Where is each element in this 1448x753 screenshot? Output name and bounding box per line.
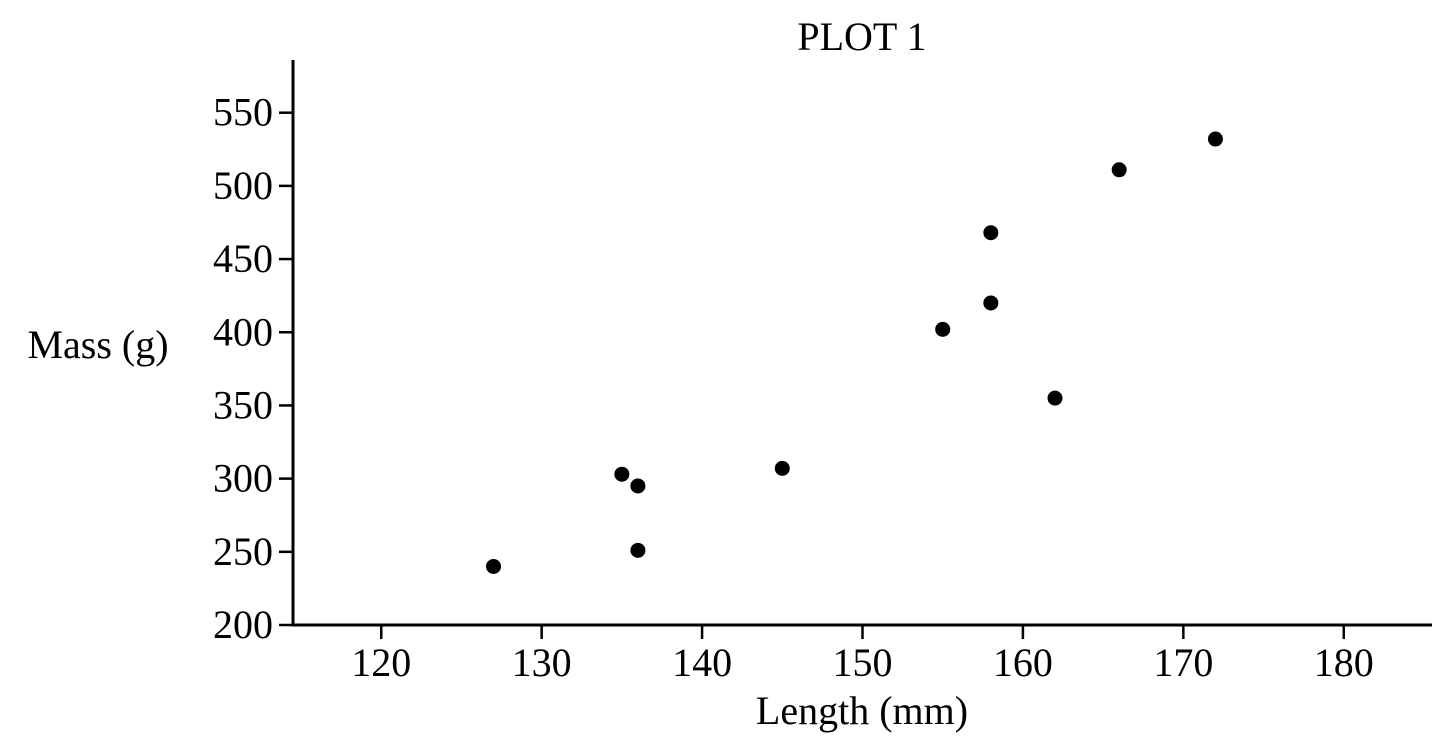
y-tick-label: 400 bbox=[213, 309, 273, 354]
y-tick-label: 200 bbox=[213, 602, 273, 647]
y-ticks: 200 250 300 350 400 450 500 550 bbox=[213, 90, 293, 647]
data-point bbox=[983, 225, 999, 241]
x-tick-label: 180 bbox=[1314, 640, 1374, 685]
chart-title: PLOT 1 bbox=[797, 14, 926, 59]
x-ticks: 120 130 140 150 160 170 180 bbox=[351, 625, 1374, 685]
y-tick-label: 300 bbox=[213, 456, 273, 501]
data-points bbox=[486, 131, 1223, 574]
x-tick-label: 150 bbox=[833, 640, 893, 685]
y-tick-label: 550 bbox=[213, 90, 273, 135]
y-tick-label: 350 bbox=[213, 382, 273, 427]
x-tick-label: 170 bbox=[1153, 640, 1213, 685]
data-point bbox=[630, 478, 646, 494]
y-tick-label: 450 bbox=[213, 236, 273, 281]
y-tick-label: 250 bbox=[213, 529, 273, 574]
data-point bbox=[486, 558, 502, 574]
data-point bbox=[630, 542, 646, 558]
data-point bbox=[983, 295, 999, 311]
data-point bbox=[774, 460, 790, 476]
data-point bbox=[614, 466, 630, 482]
data-point bbox=[935, 321, 951, 337]
data-point bbox=[1047, 390, 1063, 406]
x-tick-label: 140 bbox=[672, 640, 732, 685]
data-point bbox=[1207, 131, 1223, 147]
y-axis-label: Mass (g) bbox=[27, 322, 168, 367]
x-tick-label: 160 bbox=[993, 640, 1053, 685]
x-axis-label: Length (mm) bbox=[756, 688, 968, 733]
x-tick-label: 130 bbox=[512, 640, 572, 685]
data-point bbox=[1111, 162, 1127, 178]
y-tick-label: 500 bbox=[213, 163, 273, 208]
x-tick-label: 120 bbox=[351, 640, 411, 685]
